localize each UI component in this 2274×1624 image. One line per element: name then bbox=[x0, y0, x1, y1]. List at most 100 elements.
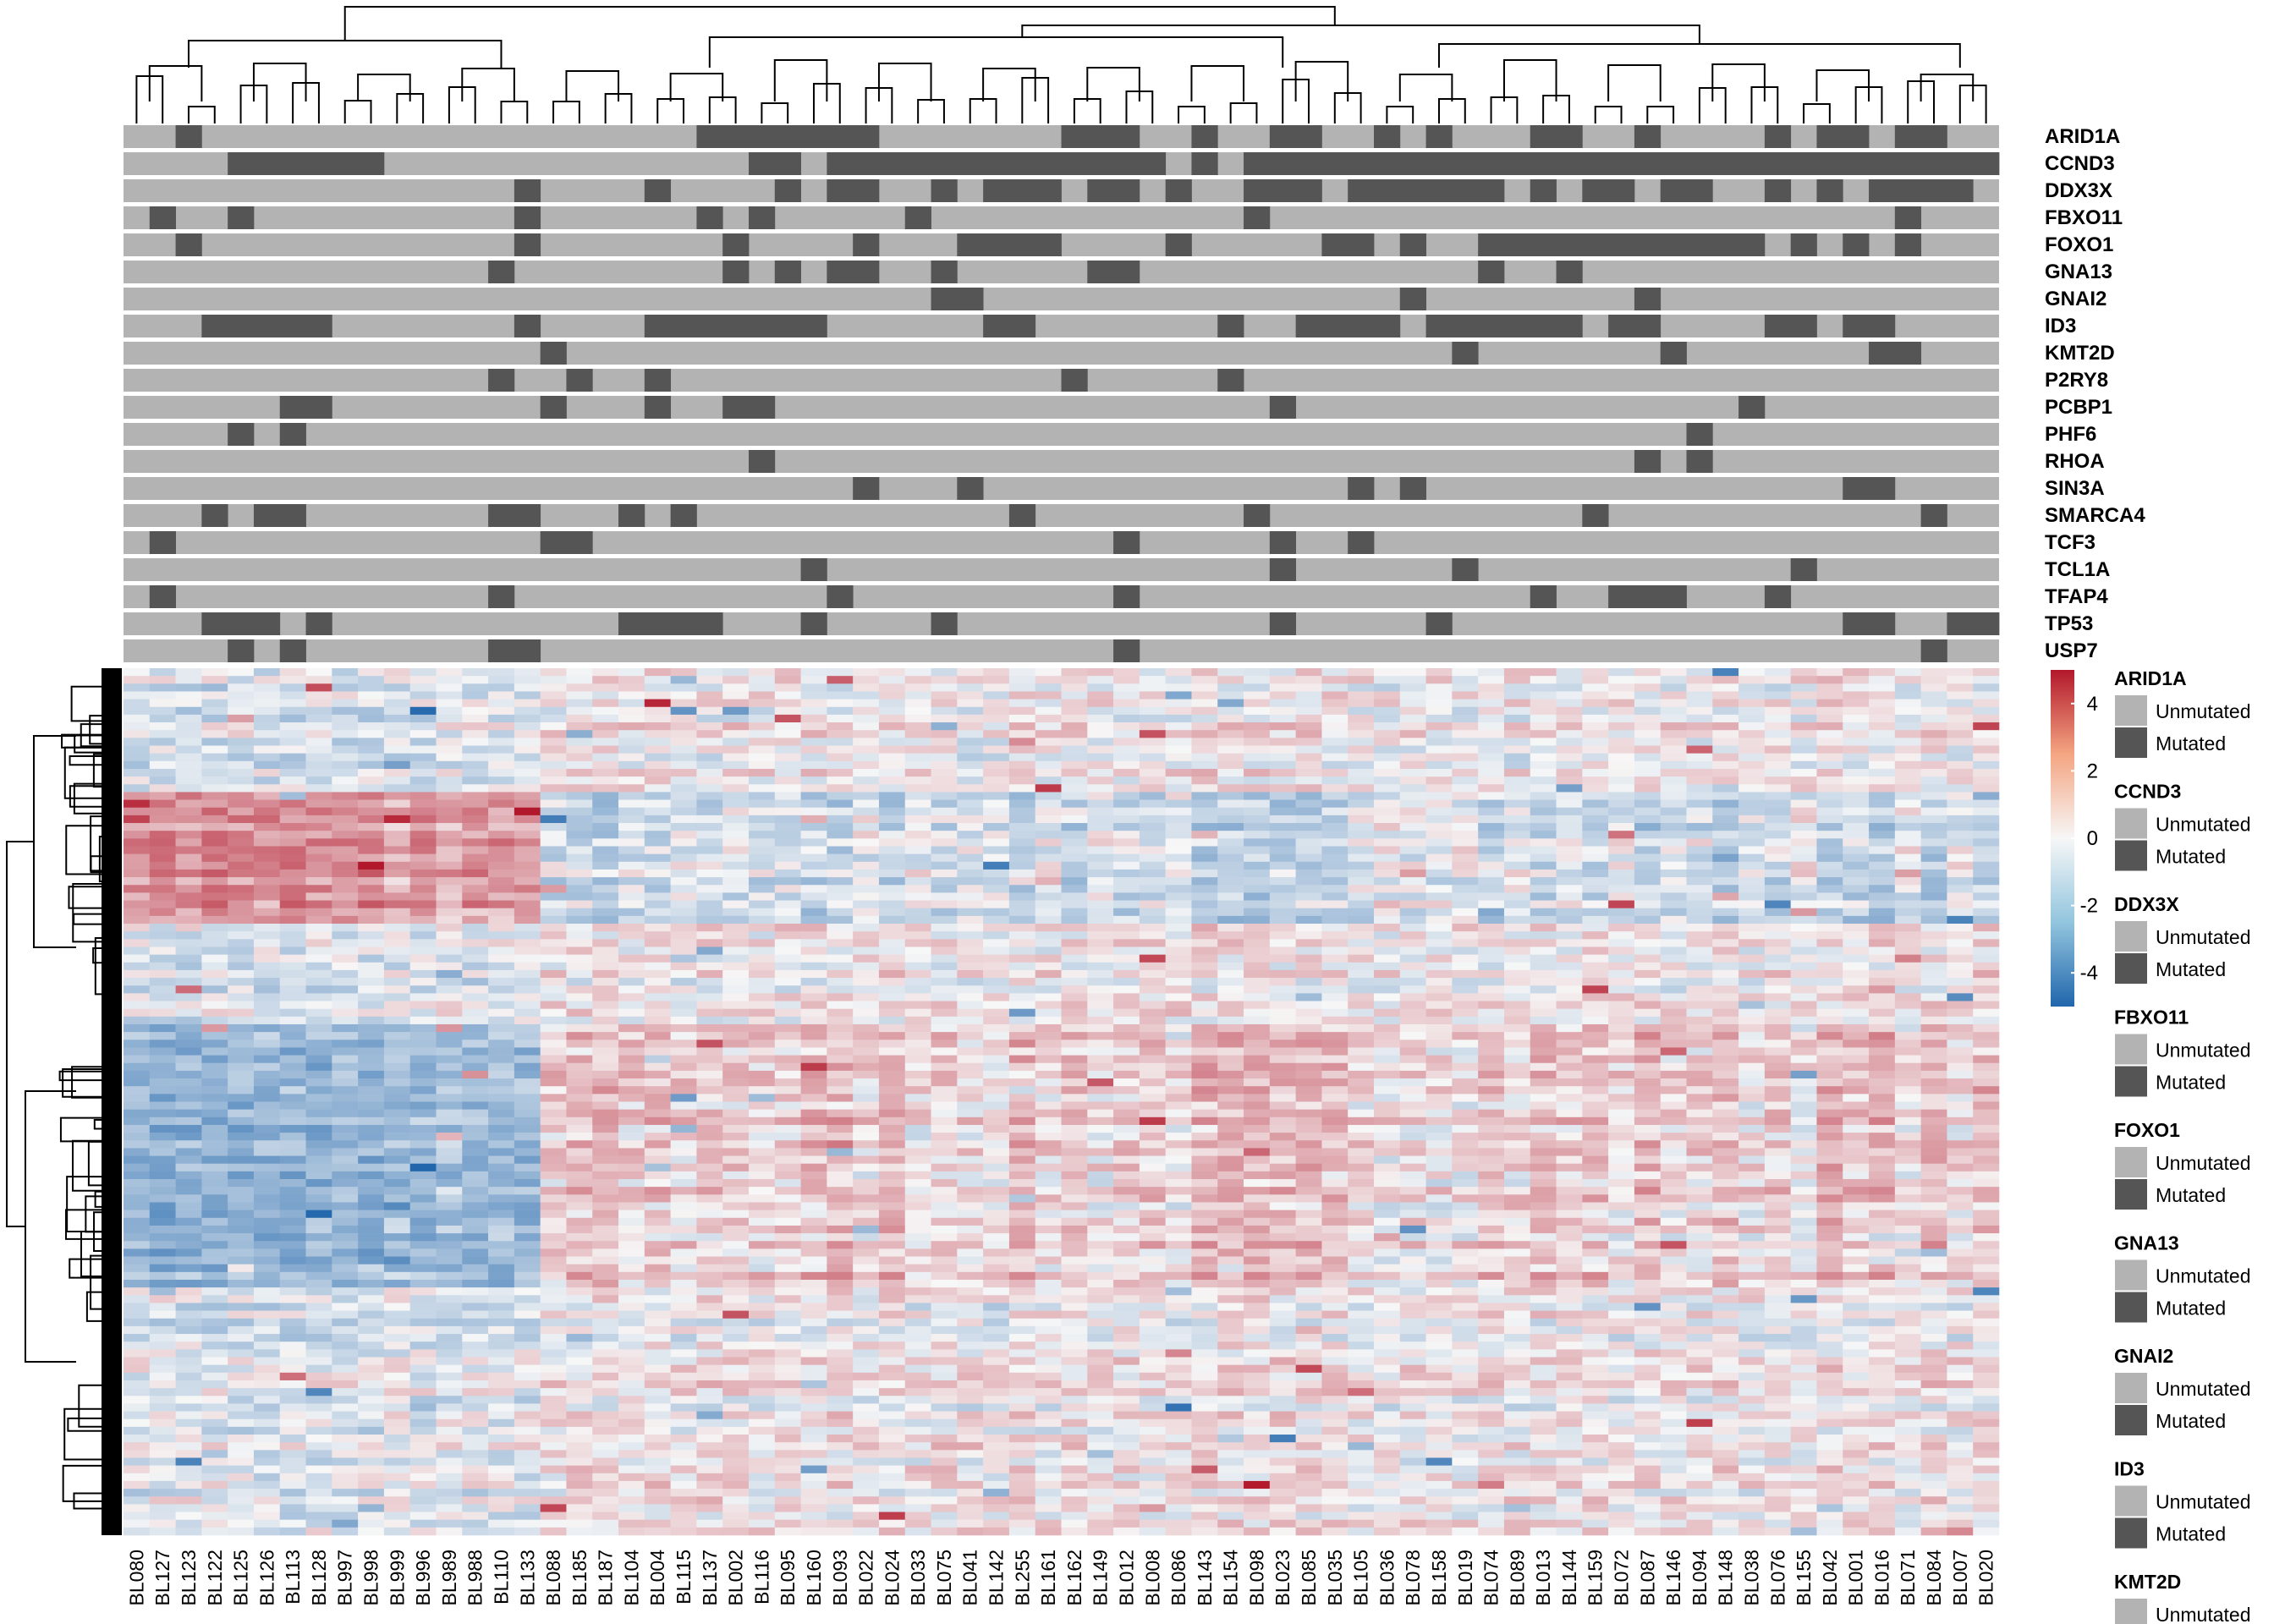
heatmap-cell bbox=[1321, 668, 1348, 677]
heatmap-cell bbox=[228, 730, 255, 738]
heatmap-cell bbox=[1452, 823, 1479, 831]
heatmap-cell bbox=[1061, 969, 1088, 979]
heatmap-cell bbox=[409, 799, 437, 809]
heatmap-cell bbox=[1087, 815, 1114, 824]
heatmap-cell bbox=[1634, 691, 1662, 700]
heatmap-cell bbox=[305, 1047, 332, 1056]
heatmap-cell bbox=[1973, 745, 2000, 754]
heatmap-cell bbox=[1764, 1140, 1791, 1149]
heatmap-cell bbox=[1269, 760, 1296, 770]
heatmap-cell bbox=[1295, 954, 1322, 963]
heatmap-cell bbox=[514, 1094, 541, 1102]
mutation-cell bbox=[1374, 125, 1401, 148]
heatmap-cell bbox=[878, 908, 906, 917]
heatmap-cell bbox=[514, 676, 541, 684]
heatmap-cell bbox=[1374, 1109, 1401, 1118]
heatmap-cell bbox=[383, 892, 411, 901]
heatmap-cell bbox=[1738, 900, 1766, 908]
heatmap-cell bbox=[1348, 885, 1375, 893]
heatmap-cell bbox=[149, 683, 176, 692]
heatmap-cell bbox=[228, 954, 255, 963]
heatmap-cell bbox=[670, 846, 697, 854]
heatmap-cell bbox=[1816, 1070, 1843, 1079]
heatmap-cell bbox=[1843, 908, 1870, 917]
heatmap-cell bbox=[1425, 760, 1453, 770]
heatmap-cell bbox=[1869, 730, 1896, 738]
heatmap-cell bbox=[279, 823, 306, 831]
heatmap-cell bbox=[436, 699, 463, 708]
heatmap-cell bbox=[1556, 908, 1583, 917]
heatmap-cell bbox=[1139, 730, 1166, 738]
heatmap-cell bbox=[566, 768, 593, 777]
heatmap-cell bbox=[800, 869, 827, 878]
heatmap-cell bbox=[644, 1078, 671, 1087]
heatmap-cell bbox=[1790, 815, 1817, 824]
heatmap-cell bbox=[1478, 892, 1505, 901]
heatmap-cell bbox=[1452, 1109, 1479, 1118]
heatmap-cell bbox=[1295, 745, 1322, 754]
heatmap-cell bbox=[1478, 900, 1505, 908]
heatmap-cell bbox=[1894, 753, 1921, 762]
heatmap-cell bbox=[149, 1078, 176, 1087]
heatmap-cell bbox=[462, 676, 489, 684]
heatmap-cell bbox=[1686, 823, 1713, 831]
heatmap-cell bbox=[124, 915, 151, 924]
heatmap-cell bbox=[462, 908, 489, 917]
heatmap-cell bbox=[800, 745, 827, 754]
mutation-cell bbox=[1087, 261, 1114, 283]
heatmap-cell bbox=[1608, 792, 1635, 800]
heatmap-cell bbox=[540, 978, 567, 986]
heatmap-cell bbox=[1139, 799, 1166, 809]
mutation-cell bbox=[1399, 233, 1426, 256]
heatmap-cell bbox=[1816, 823, 1843, 831]
heatmap-cell bbox=[1530, 768, 1557, 777]
heatmap-cell bbox=[1503, 1001, 1531, 1009]
heatmap-cell bbox=[1452, 722, 1479, 731]
heatmap-cell bbox=[1660, 869, 1687, 878]
heatmap-cell bbox=[904, 915, 931, 924]
heatmap-cell bbox=[358, 683, 385, 692]
heatmap-cell bbox=[1374, 892, 1401, 901]
heatmap-cell bbox=[1973, 1001, 2000, 1009]
heatmap-cell bbox=[279, 1008, 306, 1018]
heatmap-cell bbox=[1738, 1116, 1766, 1126]
heatmap-cell bbox=[1686, 853, 1713, 863]
heatmap-cell bbox=[1634, 1078, 1662, 1087]
heatmap-cell bbox=[1816, 846, 1843, 854]
heatmap-cell bbox=[853, 738, 880, 746]
heatmap-cell bbox=[931, 1062, 958, 1072]
heatmap-cell bbox=[1790, 853, 1817, 863]
heatmap-cell bbox=[853, 714, 880, 723]
heatmap-cell bbox=[409, 706, 437, 716]
heatmap-cell bbox=[1686, 939, 1713, 947]
heatmap-cell bbox=[1295, 1016, 1322, 1025]
heatmap-cell bbox=[1947, 784, 1974, 793]
heatmap-cell bbox=[1008, 1094, 1036, 1102]
heatmap-cell bbox=[332, 993, 359, 1001]
heatmap-cell bbox=[1321, 985, 1348, 994]
heatmap-cell bbox=[1503, 939, 1531, 947]
heatmap-cell bbox=[853, 768, 880, 777]
heatmap-cell bbox=[853, 668, 880, 677]
heatmap-cell bbox=[800, 978, 827, 986]
heatmap-cell bbox=[696, 954, 723, 963]
mutation-cell bbox=[1530, 315, 1557, 337]
heatmap-cell bbox=[305, 691, 332, 700]
heatmap-cell bbox=[1139, 892, 1166, 901]
heatmap-cell bbox=[1738, 738, 1766, 746]
heatmap-cell bbox=[592, 931, 619, 940]
heatmap-cell bbox=[644, 699, 671, 708]
heatmap-cell bbox=[228, 838, 255, 847]
heatmap-cell bbox=[827, 768, 854, 777]
heatmap-cell bbox=[1374, 954, 1401, 963]
mutation-cell bbox=[1113, 585, 1140, 608]
heatmap-cell bbox=[514, 892, 541, 901]
heatmap-cell bbox=[1113, 1094, 1140, 1102]
heatmap-cell bbox=[1087, 676, 1114, 684]
heatmap-cell bbox=[1869, 1086, 1896, 1095]
heatmap-cell bbox=[1660, 776, 1687, 785]
heatmap-cell bbox=[696, 978, 723, 986]
heatmap-cell bbox=[488, 908, 515, 917]
heatmap-cell bbox=[853, 962, 880, 971]
heatmap-cell bbox=[1582, 877, 1609, 886]
